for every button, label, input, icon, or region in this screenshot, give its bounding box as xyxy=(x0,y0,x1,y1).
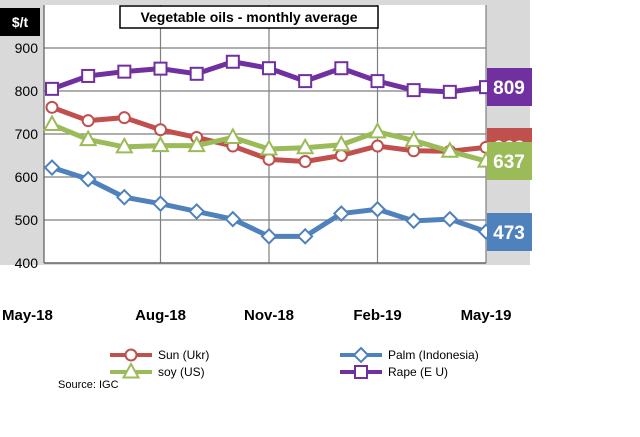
data-point-soy xyxy=(78,129,98,147)
data-point-soy xyxy=(404,130,423,147)
data-point-palm xyxy=(369,200,386,218)
x-tick-label: Nov-18 xyxy=(244,307,294,324)
legend-marker-sun xyxy=(124,348,138,362)
y-tick-label: 700 xyxy=(15,126,39,142)
data-point-rape xyxy=(262,61,276,76)
data-point-palm xyxy=(43,159,61,176)
legend-item-rape: Rape (E U) xyxy=(340,365,448,379)
legend: Rape (E U) Sun (Ukr) soy (US) Palm (Indones… xyxy=(110,346,479,379)
title-box xyxy=(119,5,379,29)
series-rape xyxy=(45,54,493,99)
y-tick-label: 800 xyxy=(15,83,39,99)
data-point-rape xyxy=(298,74,313,89)
data-point-rape xyxy=(153,61,168,76)
data-point-sun xyxy=(117,111,131,125)
data-point-rape xyxy=(370,74,385,89)
legend-marker-shape xyxy=(124,348,138,362)
data-point-soy xyxy=(115,136,134,154)
data-point-palm xyxy=(152,195,169,213)
end-label-soy: 637 xyxy=(493,152,525,173)
end-label-box-palm xyxy=(487,213,532,251)
legend-marker-palm xyxy=(352,346,370,364)
data-point-rape xyxy=(334,61,349,76)
data-point-palm xyxy=(224,210,242,228)
y-tick-label: 900 xyxy=(15,40,39,56)
legend-item-soy: soy (US) xyxy=(110,361,205,379)
data-point-soy xyxy=(151,135,170,153)
legend-marker-rape xyxy=(354,365,368,379)
data-point-palm xyxy=(405,212,423,230)
unit-label: $/t xyxy=(12,14,29,30)
axis-layer: 400 500 600 700 800 900 May-18 Aug-18 Nov-18 Feb-… xyxy=(2,5,511,324)
data-point-soy xyxy=(259,138,279,156)
data-point-soy xyxy=(332,134,351,152)
data-point-soy xyxy=(295,137,315,155)
data-point-soy xyxy=(223,127,243,144)
data-point-rape xyxy=(406,83,421,98)
data-point-rape xyxy=(442,84,457,99)
data-point-rape xyxy=(81,68,96,83)
data-point-palm xyxy=(260,227,278,245)
legend-marker-shape xyxy=(354,365,368,379)
x-tick-label: Feb-19 xyxy=(353,307,401,324)
data-point-palm xyxy=(115,188,133,206)
legend-item-palm: Palm (Indonesia) xyxy=(340,346,479,364)
data-point-rape xyxy=(189,66,204,81)
y-tick-label: 500 xyxy=(15,212,39,228)
end-label-palm: 473 xyxy=(493,223,525,244)
end-label-box-rape xyxy=(487,68,532,106)
data-point-palm xyxy=(79,170,97,188)
data-point-soy xyxy=(368,121,387,139)
y-tick-label: 400 xyxy=(15,255,39,271)
legend-label-soy: soy (US) xyxy=(158,365,205,379)
x-tick-label: May-18 xyxy=(2,307,53,324)
end-label-box-soy xyxy=(487,142,532,180)
x-tick-label: Aug-18 xyxy=(135,307,186,324)
legend-marker-shape xyxy=(121,361,141,379)
chart-title: Vegetable oils - monthly average xyxy=(140,9,357,25)
legend-marker-soy xyxy=(121,361,141,379)
data-point-soy xyxy=(440,141,460,158)
legend-label-palm: Palm (Indonesia) xyxy=(388,348,479,362)
data-point-soy xyxy=(42,114,62,132)
y-tick-label: 600 xyxy=(15,169,39,185)
legend-label-sun: Sun (Ukr) xyxy=(158,348,209,362)
end-labels-layer: 809669637473 xyxy=(487,68,532,251)
data-point-palm xyxy=(441,210,459,228)
data-point-rape xyxy=(45,81,59,96)
data-point-soy xyxy=(187,135,206,153)
legend-item-sun: Sun (Ukr) xyxy=(110,348,209,362)
x-tick-label: May-19 xyxy=(461,307,512,324)
chart-source: Source: IGC xyxy=(58,379,119,391)
legend-label-rape: Rape (E U) xyxy=(388,365,448,379)
data-point-palm xyxy=(332,205,350,222)
data-point-rape xyxy=(225,54,240,69)
unit-badge xyxy=(0,8,40,36)
data-point-rape xyxy=(117,64,132,79)
data-point-sun xyxy=(298,155,312,169)
legend-marker-shape xyxy=(352,346,370,364)
data-point-palm xyxy=(296,227,314,245)
data-point-sun xyxy=(45,100,59,114)
data-point-sun xyxy=(81,114,95,128)
data-point-palm xyxy=(188,202,206,220)
data-point-sun xyxy=(154,123,167,137)
data-point-sun xyxy=(371,139,384,153)
data-point-sun xyxy=(334,149,348,162)
end-label-rape: 809 xyxy=(493,78,525,99)
